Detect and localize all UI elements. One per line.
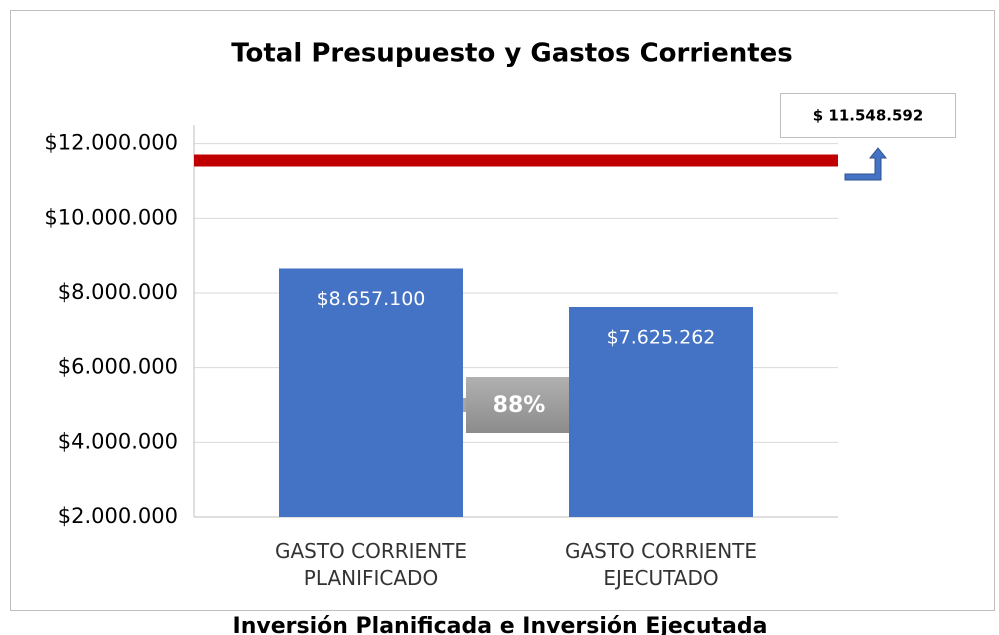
caption: Inversión Planificada e Inversión Ejecut… (233, 614, 768, 635)
annotation: 88% (493, 393, 546, 418)
y-tick-label: $2.000.000 (58, 504, 178, 528)
bar (569, 306, 753, 517)
y-tick-label: $6.000.000 (58, 355, 178, 379)
x-tick-label: GASTO CORRIENTE PLANIFICADO (274, 539, 468, 590)
value-label: $8.657.100 (317, 288, 426, 310)
y-tick-label: $12.000.000 (44, 131, 178, 155)
value-label: $7.625.262 (607, 326, 716, 348)
reference-label: $ 11.548.592 (813, 107, 924, 125)
x-tick-label: GASTO CORRIENTE EJECUTADO (564, 539, 758, 590)
chart-title: Total Presupuesto y Gastos Corrientes (231, 39, 793, 69)
y-tick-label: $8.000.000 (58, 280, 178, 304)
bar (279, 268, 463, 517)
reference-label-box (780, 93, 956, 138)
annotation-box (466, 377, 572, 433)
y-tick-label: $4.000.000 (58, 429, 178, 453)
bent-arrow (844, 147, 888, 181)
y-tick-label: $10.000.000 (44, 205, 178, 229)
